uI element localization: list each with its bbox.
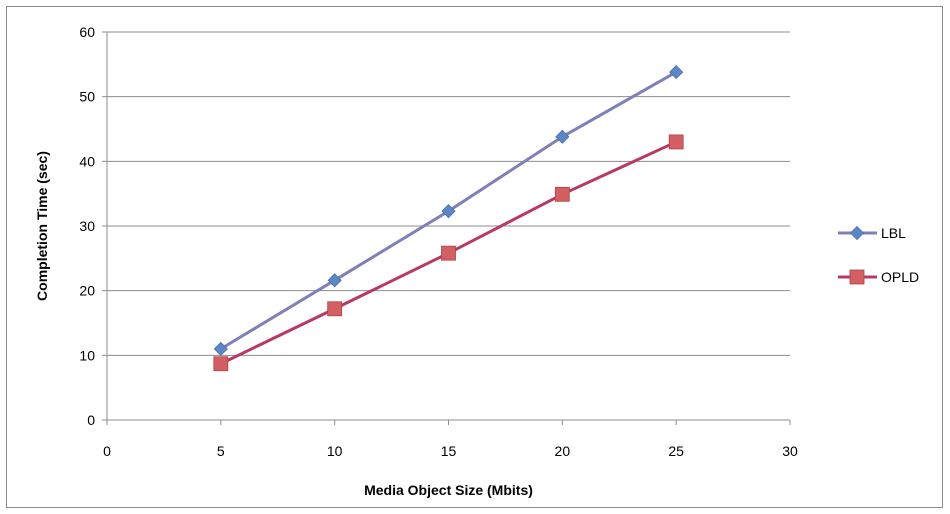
data-point-lbl <box>555 129 570 144</box>
x-tick-label: 30 <box>782 443 798 459</box>
x-tick-label: 20 <box>555 443 571 459</box>
legend-marker-lbl <box>849 225 865 241</box>
x-tick-label: 15 <box>441 443 457 459</box>
x-tick-label: 5 <box>217 443 225 459</box>
x-tick-label: 10 <box>327 443 343 459</box>
legend-marker-opld <box>849 269 865 285</box>
x-tick-label: 25 <box>668 443 684 459</box>
data-point-opld <box>327 301 343 317</box>
data-point-lbl <box>327 273 342 288</box>
data-point-opld <box>213 356 229 372</box>
y-tick-label: 0 <box>87 412 95 428</box>
chart-frame <box>6 6 943 508</box>
x-axis-title: Media Object Size (Mbits) <box>364 482 533 498</box>
y-tick-label: 10 <box>79 347 95 363</box>
data-point-opld <box>668 134 684 150</box>
legend-label-opld: OPLD <box>881 269 919 285</box>
y-axis-title: Completion Time (sec) <box>34 151 50 301</box>
y-tick-label: 50 <box>79 89 95 105</box>
data-point-opld <box>441 245 456 261</box>
data-point-lbl <box>213 341 228 356</box>
legend-label-lbl: LBL <box>881 225 906 241</box>
y-tick-label: 60 <box>79 24 95 40</box>
y-tick-label: 40 <box>79 153 95 169</box>
data-point-lbl <box>669 65 684 80</box>
y-tick-label: 20 <box>79 283 95 299</box>
x-tick-label: 0 <box>103 443 111 459</box>
data-point-opld <box>554 186 570 202</box>
y-tick-label: 30 <box>79 218 95 234</box>
data-point-lbl <box>441 204 456 219</box>
